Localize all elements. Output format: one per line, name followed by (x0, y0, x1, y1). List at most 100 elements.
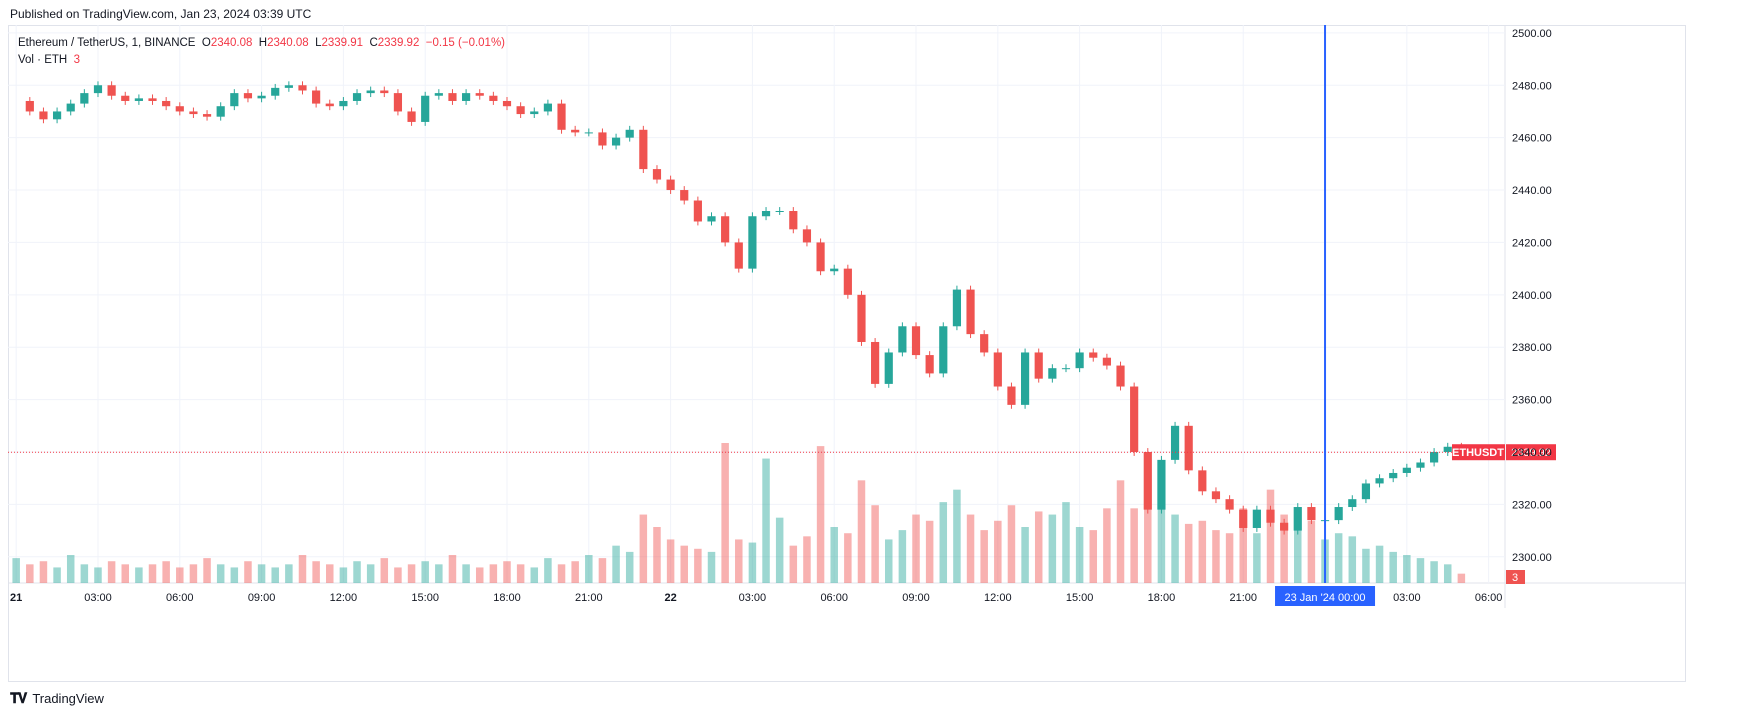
volume-row: Vol · ETH 3 (18, 52, 505, 69)
candle-body (748, 216, 757, 269)
x-tick-label: 18:00 (1148, 592, 1176, 604)
x-tick-label: 18:00 (493, 592, 521, 604)
candle-body (93, 85, 103, 94)
candle-body (271, 87, 280, 96)
candle-body (230, 93, 239, 107)
volume-bar (148, 564, 157, 583)
overlay: ETHUSDT 2339.92 3 23 Jan '24 00:00 (8, 25, 1556, 606)
x-tick-label: 03:00 (739, 592, 767, 604)
candle-body (1225, 499, 1234, 510)
volume-bar (1198, 520, 1207, 583)
candle-body (584, 132, 593, 134)
candle-body (898, 326, 907, 353)
candle-body (380, 90, 389, 94)
volume-bar (503, 561, 511, 583)
volume-bar (1116, 480, 1125, 583)
candle-body (775, 211, 784, 212)
candle-body (1402, 467, 1411, 473)
candle-body (966, 289, 975, 335)
price-axis: 2300.00 2320.00 2340.00 2360.00 2380.00 2400.… (1512, 28, 1552, 564)
open-value: 2340.08 (210, 37, 253, 49)
candle-body (312, 90, 321, 104)
candle-body (1334, 507, 1343, 521)
price-tag-symbol: ETHUSDT (1452, 447, 1504, 459)
volume-bar (516, 564, 525, 583)
close-value: 2339.92 (377, 37, 420, 49)
candle-body (148, 98, 157, 101)
volume-bar (939, 502, 948, 583)
y-tick-label: 2340.00 (1512, 447, 1552, 459)
candle-body (502, 100, 512, 107)
volume-bar (544, 558, 552, 583)
volume-bar (680, 545, 688, 583)
candle-body (121, 95, 130, 101)
brand-name: TradingView (32, 691, 104, 706)
volume-bar (1089, 530, 1098, 583)
y-tick-label: 2400.00 (1512, 290, 1552, 302)
candle-body (843, 268, 852, 295)
volume-bar (26, 564, 34, 583)
x-tick-label: 09:00 (248, 592, 276, 604)
volume-bar (1021, 527, 1029, 583)
x-tick-label: 06:00 (166, 592, 194, 604)
candle-body (1361, 483, 1371, 500)
candle-body (925, 355, 934, 374)
volume-bar (1184, 523, 1193, 583)
crosshair-date-box (1275, 586, 1376, 606)
candle-body (421, 95, 430, 122)
tradingview-logo-icon: 𝐓𝐕 (10, 690, 27, 706)
volume-bar (244, 561, 252, 583)
candle-body (639, 129, 648, 170)
candle-body (911, 326, 921, 356)
chart-legend: Ethereum / TetherUS, 1, BINANCE O2340.08… (18, 35, 505, 69)
candle-body (216, 106, 225, 117)
volume-bar (216, 564, 225, 583)
volume-bar (1375, 545, 1384, 583)
candle-body (1020, 352, 1030, 405)
candle-body (1130, 386, 1139, 453)
candle-body (257, 95, 266, 99)
volume-bar (271, 567, 279, 583)
x-tick-label: 15:00 (1066, 592, 1094, 604)
volume-bar (448, 555, 457, 583)
volume-bar (912, 514, 920, 583)
candle-body (434, 93, 443, 96)
candle-body (25, 100, 34, 112)
volume-bar (489, 564, 498, 583)
volume-bar (803, 536, 811, 583)
y-tick-label: 2500.00 (1512, 28, 1552, 40)
volume-bar (844, 533, 852, 583)
volume-bar (953, 489, 961, 583)
volume-bar (1157, 499, 1166, 583)
y-tick-label: 2440.00 (1512, 185, 1552, 197)
volume-bar (966, 514, 975, 583)
time-axis: 21 03:00 06:00 09:00 12:00 15:00 18:00 21:00 22 0… (10, 592, 1502, 604)
y-tick-label: 2320.00 (1512, 499, 1552, 511)
volume-bar (475, 567, 484, 583)
candle-body (1143, 452, 1152, 510)
volume-bar (326, 564, 334, 583)
candle-body (789, 211, 798, 230)
candle-body (352, 93, 362, 101)
candle-body (1075, 352, 1084, 369)
volume-bar (121, 564, 130, 583)
candle-body (1061, 368, 1071, 370)
candle-body (693, 200, 702, 222)
candle-body (1211, 491, 1221, 500)
volume-bar (1457, 573, 1466, 583)
candle-body (175, 106, 184, 112)
candle-body (202, 114, 212, 117)
candle-body (680, 190, 689, 201)
candle-body (1416, 462, 1425, 468)
candle-body (489, 95, 498, 101)
y-tick-label: 2380.00 (1512, 342, 1552, 354)
chart-pane[interactable] (8, 25, 1686, 682)
candle-body (707, 216, 716, 222)
volume-bar (285, 564, 293, 583)
footer-brand[interactable]: 𝐓𝐕 TradingView (10, 690, 104, 707)
volume-bar (66, 555, 75, 583)
volume-bar (339, 567, 348, 583)
volume-bar (639, 514, 648, 583)
candle-body (243, 93, 253, 99)
